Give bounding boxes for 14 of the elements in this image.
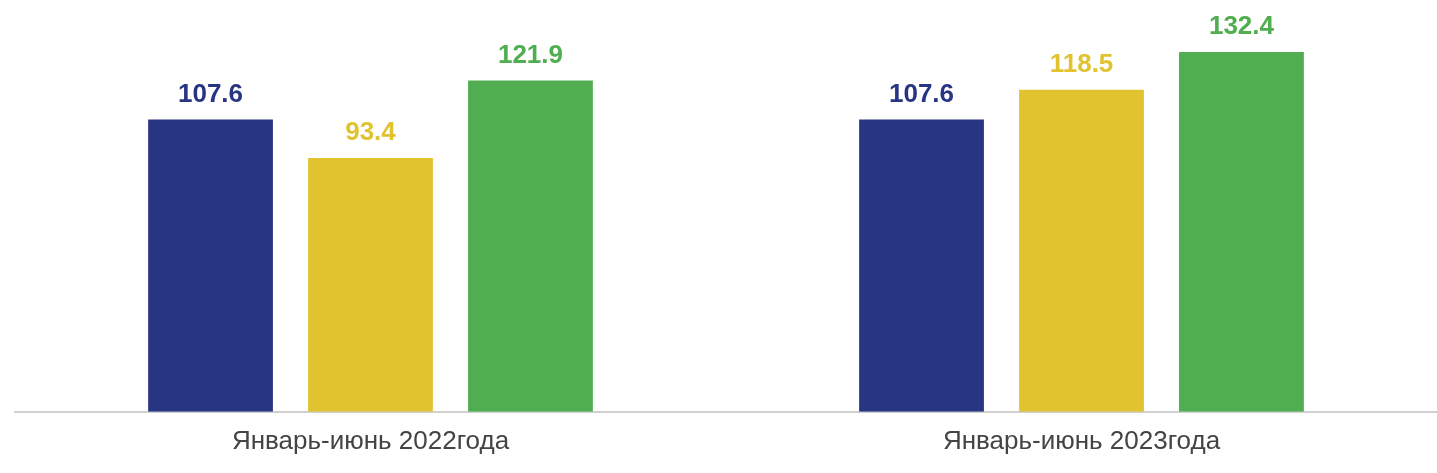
bar [148, 119, 273, 412]
bar [1019, 89, 1144, 412]
bar [468, 80, 593, 412]
data-label: 93.4 [345, 116, 397, 147]
data-label: 107.6 [177, 77, 244, 108]
data-label: 132.4 [1208, 10, 1275, 41]
data-label: 107.6 [888, 77, 955, 108]
bar [1179, 52, 1304, 412]
data-label: 121.9 [497, 38, 564, 69]
bar [859, 119, 984, 412]
data-label: 118.5 [1049, 47, 1114, 78]
x-tick-label: Январь-июнь 2022года [231, 424, 510, 455]
x-tick-label: Январь-июнь 2023года [942, 424, 1221, 455]
bar [308, 157, 433, 412]
